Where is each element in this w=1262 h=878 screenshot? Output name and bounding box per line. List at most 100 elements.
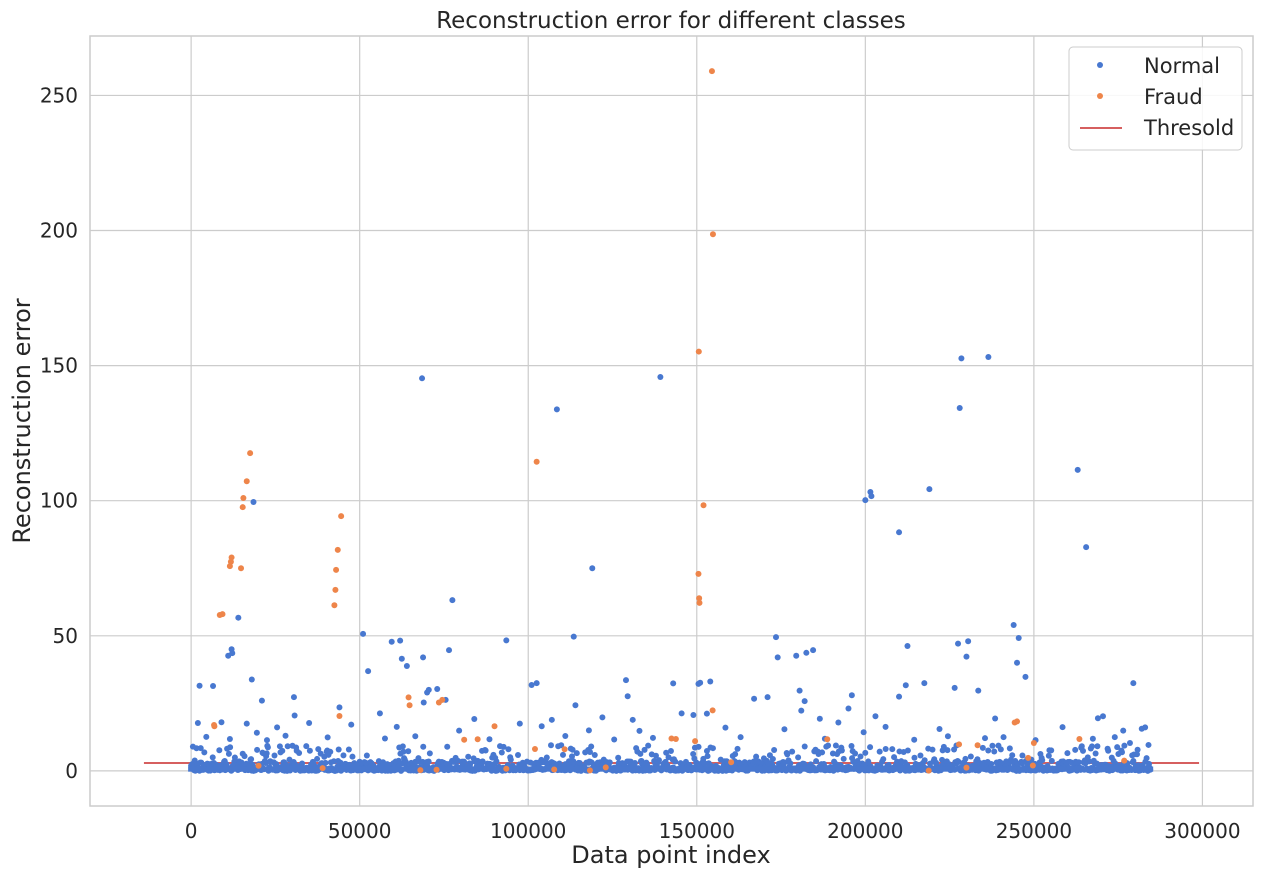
normal-point <box>704 753 711 760</box>
normal-point <box>225 750 232 757</box>
plot-frame <box>89 35 1254 807</box>
normal-point <box>825 742 832 749</box>
normal-point <box>1080 747 1087 754</box>
normal-point <box>456 727 463 734</box>
normal-point <box>904 643 911 650</box>
normal-point <box>816 715 823 722</box>
normal-point <box>867 744 874 751</box>
normal-point <box>848 742 855 749</box>
normal-point <box>253 729 260 736</box>
normal-point <box>505 746 512 753</box>
normal-point <box>538 723 545 730</box>
normal-point <box>315 746 322 753</box>
normal-point <box>1094 743 1101 750</box>
normal-point <box>793 652 800 659</box>
fraud-point <box>531 745 538 752</box>
normal-point <box>868 493 875 500</box>
normal-point <box>229 650 236 657</box>
normal-point <box>1133 751 1140 758</box>
normal-point <box>425 758 432 765</box>
normal-point <box>965 638 972 645</box>
normal-point <box>988 761 995 768</box>
normal-point <box>840 755 847 762</box>
normal-point <box>787 760 794 767</box>
normal-point <box>1045 752 1052 759</box>
normal-point <box>1118 749 1125 756</box>
fraud-point <box>602 764 609 771</box>
normal-point <box>248 676 255 683</box>
y-tick-label: 150 <box>40 354 78 378</box>
normal-point <box>989 742 996 749</box>
fraud-point <box>243 478 250 485</box>
normal-point <box>258 697 265 704</box>
normal-point <box>248 756 255 763</box>
normal-point <box>796 687 803 694</box>
normal-point <box>697 679 704 686</box>
normal-point <box>340 752 347 759</box>
normal-point <box>951 684 958 691</box>
normal-point <box>835 719 842 726</box>
fraud-point <box>695 348 702 355</box>
normal-point <box>591 752 598 759</box>
normal-point <box>263 750 270 757</box>
normal-point <box>911 754 918 761</box>
normal-point <box>573 750 580 757</box>
fraud-point <box>824 736 831 743</box>
normal-point <box>250 499 257 506</box>
normal-point <box>1059 724 1066 731</box>
normal-point <box>528 681 535 688</box>
normal-point <box>774 654 781 661</box>
fraud-point <box>586 767 593 774</box>
normal-point <box>589 565 596 572</box>
normal-point <box>838 747 845 754</box>
fraud-point <box>1014 718 1021 725</box>
normal-point <box>1086 758 1093 765</box>
normal-point <box>558 742 565 749</box>
normal-point <box>586 749 593 756</box>
normal-point <box>1014 659 1021 666</box>
normal-point <box>789 748 796 755</box>
normal-point <box>405 748 412 755</box>
normal-point <box>194 720 201 727</box>
y-tick-label: 100 <box>40 489 78 513</box>
normal-point <box>773 634 780 641</box>
normal-point <box>420 743 427 750</box>
fraud-point <box>956 741 963 748</box>
normal-point <box>322 759 329 766</box>
fraud-point <box>336 713 343 720</box>
normal-point <box>335 746 342 753</box>
fraud-point <box>709 707 716 714</box>
normal-point <box>412 733 419 740</box>
normal-point <box>641 746 648 753</box>
normal-point <box>1114 744 1121 751</box>
grid-lines <box>90 36 1253 806</box>
legend-fraud-marker <box>1097 93 1103 99</box>
normal-point <box>862 749 869 756</box>
normal-point <box>803 649 810 656</box>
normal-point <box>507 756 514 763</box>
normal-point <box>1120 727 1127 734</box>
normal-point <box>771 746 778 753</box>
normal-point <box>243 720 250 727</box>
normal-point <box>992 715 999 722</box>
y-tick-label: 50 <box>53 624 78 648</box>
normal-point <box>553 406 560 413</box>
legend-fraud-label: Fraud <box>1144 85 1203 109</box>
normal-point <box>599 714 606 721</box>
fraud-point <box>1076 735 1083 742</box>
normal-point <box>226 735 233 742</box>
normal-point <box>1142 724 1149 731</box>
normal-point <box>667 747 674 754</box>
x-tick-label: 150000 <box>659 819 735 843</box>
normal-point <box>393 723 400 730</box>
fraud-point <box>1029 762 1036 769</box>
normal-point <box>1111 734 1118 741</box>
normal-point <box>348 721 355 728</box>
normal-point <box>303 743 310 750</box>
fraud-point <box>963 764 970 771</box>
normal-point <box>615 754 622 761</box>
normal-point <box>548 742 555 749</box>
normal-point <box>751 695 758 702</box>
fraud-point <box>561 746 568 753</box>
normal-point <box>955 640 962 647</box>
